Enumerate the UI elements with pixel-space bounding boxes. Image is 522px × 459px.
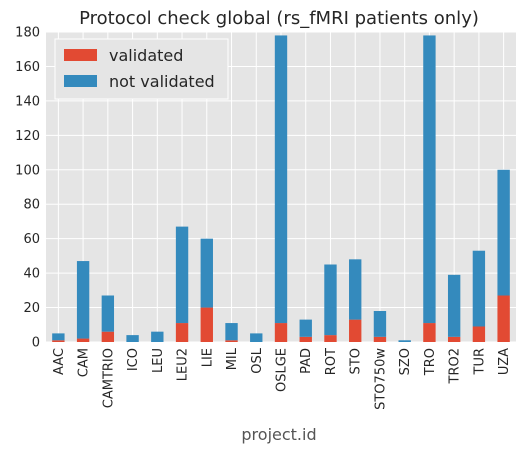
chart-title: Protocol check global (rs_fMRI patients … [79, 8, 479, 29]
bar-validated [299, 336, 312, 342]
x-tick-label: ROT [324, 348, 339, 375]
legend-swatch [64, 49, 97, 61]
bar-validated [472, 326, 486, 342]
bar-validated [225, 340, 238, 342]
bar-validated [200, 307, 213, 342]
y-tick-label: 100 [15, 163, 40, 178]
bar-not-validated [447, 274, 461, 337]
x-tick-label: CAM [77, 348, 92, 377]
bar-validated [76, 338, 90, 342]
y-tick-label: 20 [23, 301, 40, 316]
x-tick-label: LEU [151, 348, 166, 373]
x-tick-label: LIE [200, 348, 215, 367]
x-tick-label: SZO [398, 348, 413, 375]
bar-not-validated [373, 311, 387, 337]
x-tick-label: CAMTRIO [101, 348, 116, 408]
y-tick-label: 160 [15, 60, 40, 75]
y-tick-label: 40 [23, 267, 40, 282]
bar-not-validated [126, 335, 139, 342]
bar-not-validated [76, 261, 90, 339]
x-tick-label: ICO [126, 348, 141, 371]
bar-validated [423, 323, 436, 342]
x-tick-label: TUR [472, 348, 487, 376]
x-tick-label: STO750w [373, 348, 388, 410]
legend-swatch [64, 75, 97, 87]
bar-validated [52, 340, 65, 342]
bar-validated [373, 336, 387, 342]
y-tick-label: 120 [15, 129, 40, 144]
bar-not-validated [423, 35, 436, 324]
bar-not-validated [349, 259, 362, 320]
legend-label: validated [109, 46, 183, 65]
x-tick-label: MIL [225, 347, 240, 370]
bar-not-validated [299, 319, 312, 337]
bar-not-validated [472, 250, 486, 327]
x-tick-label: UZA [497, 348, 512, 375]
bar-validated [324, 335, 337, 342]
x-tick-label: LEU2 [176, 348, 191, 381]
bar-not-validated [175, 226, 189, 324]
y-tick-label: 60 [23, 232, 40, 247]
x-tick-label: AAC [52, 348, 67, 375]
bar-not-validated [225, 323, 238, 341]
x-tick-label: OSL [250, 347, 265, 373]
x-tick-label: TRO2 [448, 348, 463, 384]
bar-validated [274, 323, 288, 342]
x-tick-label: OSLGE [275, 348, 290, 392]
x-tick-label: PAD [299, 348, 314, 374]
bar-not-validated [497, 169, 510, 296]
x-axis-title: project.id [241, 425, 316, 444]
bar-not-validated [52, 333, 65, 341]
bar-not-validated [250, 333, 263, 342]
y-tick-label: 80 [23, 198, 40, 213]
x-tick-label: STO [349, 348, 364, 374]
bar-validated [447, 336, 461, 342]
bar-not-validated [101, 295, 115, 332]
bar-not-validated [324, 264, 337, 336]
bar-not-validated [274, 35, 288, 324]
bar-not-validated [151, 331, 164, 342]
x-tick-label: TRO [423, 348, 438, 376]
bar-validated [349, 319, 362, 342]
bar-not-validated [200, 238, 213, 308]
y-tick-label: 0 [32, 336, 40, 351]
bar-validated [497, 295, 510, 342]
legend-label: not validated [109, 72, 215, 91]
y-tick-label: 180 [15, 26, 40, 41]
y-tick-label: 140 [15, 94, 40, 109]
bar-not-validated [398, 340, 411, 342]
bar-validated [175, 323, 189, 342]
bar-validated [101, 331, 115, 342]
